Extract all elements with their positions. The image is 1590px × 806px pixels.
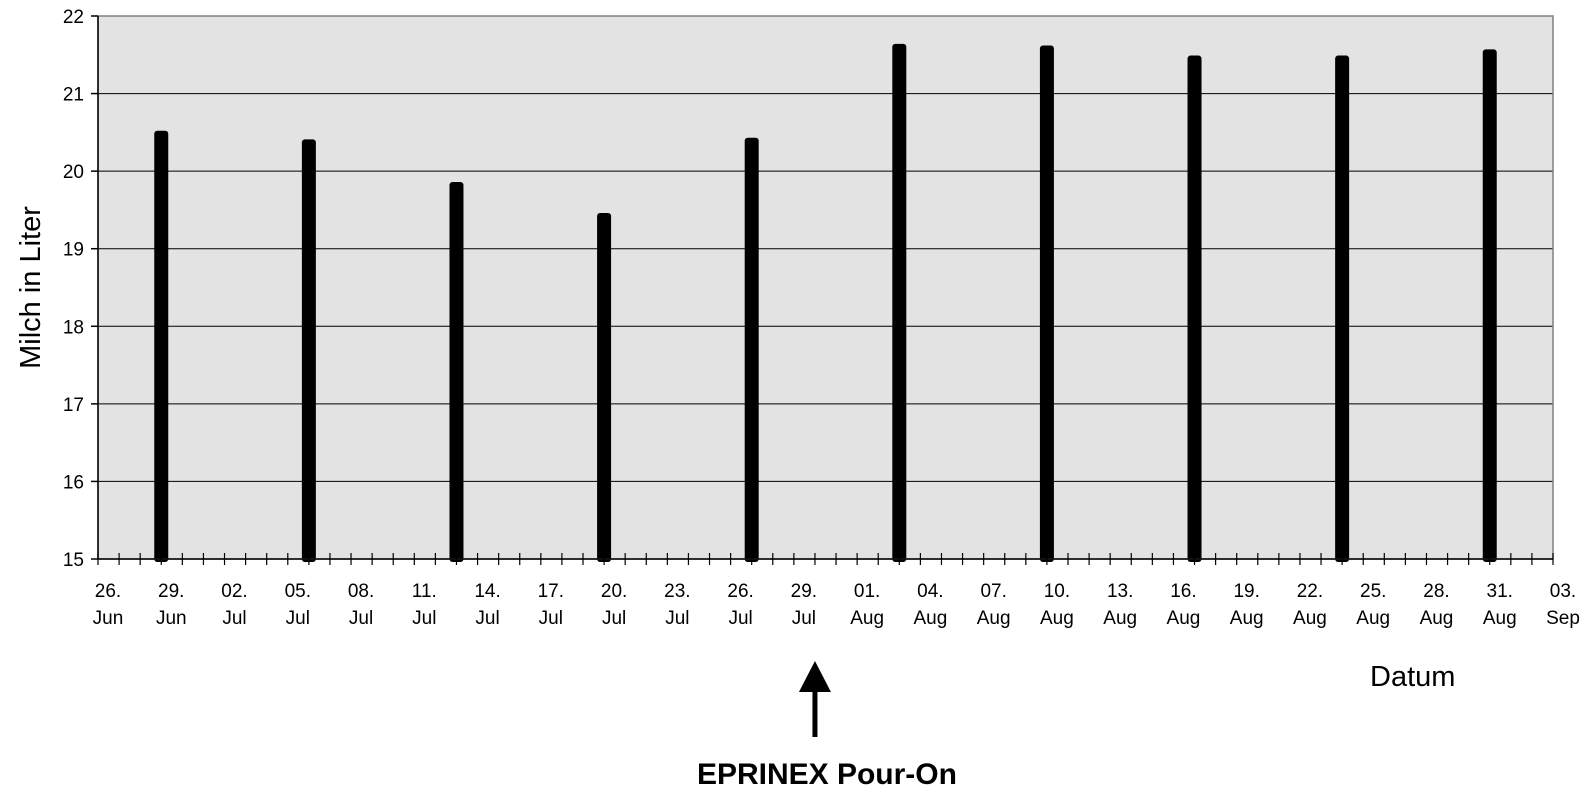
x-tick-label-day: 11. xyxy=(412,581,437,602)
x-tick-label-day: 29. xyxy=(791,581,817,602)
x-tick-label-month: Aug xyxy=(1293,608,1327,629)
x-tick-label-day: 22. xyxy=(1297,581,1323,602)
x-tick-label-month: Jul xyxy=(475,608,499,629)
bar xyxy=(1187,55,1202,562)
x-axis-title: Datum xyxy=(1370,661,1455,693)
x-tick-label-day: 25. xyxy=(1360,581,1386,602)
x-tick-label-month: Jul xyxy=(792,608,816,629)
x-tick-label-month: Jun xyxy=(156,608,187,629)
y-tick-label: 20 xyxy=(63,162,84,183)
x-tick-label-month: Aug xyxy=(1230,608,1264,629)
y-tick-label: 15 xyxy=(63,550,84,571)
bar xyxy=(154,130,169,562)
x-tick-label-day: 19. xyxy=(1233,581,1259,602)
x-tick-label-month: Aug xyxy=(913,608,947,629)
y-tick-label: 21 xyxy=(63,85,84,106)
x-tick-label-month: Aug xyxy=(1167,608,1201,629)
x-tick-label-month: Jul xyxy=(349,608,373,629)
y-tick-label: 16 xyxy=(63,472,84,493)
x-tick-label-month: Jul xyxy=(222,608,246,629)
bar xyxy=(1335,55,1350,562)
arrow-up-icon xyxy=(798,661,831,692)
bar xyxy=(892,43,907,562)
x-tick-label-month: Aug xyxy=(977,608,1011,629)
y-axis-title: Milch in Liter xyxy=(15,206,47,369)
x-tick-label-day: 02. xyxy=(221,581,247,602)
x-tick-label-month: Sep xyxy=(1546,608,1580,629)
y-tick-label: 18 xyxy=(63,317,84,338)
x-tick-label-month: Jul xyxy=(665,608,689,629)
y-tick-label: 19 xyxy=(63,240,84,261)
x-tick-label-month: Jul xyxy=(286,608,310,629)
x-tick-label-day: 20. xyxy=(601,581,627,602)
x-tick-label-month: Jul xyxy=(539,608,563,629)
x-tick-label-month: Aug xyxy=(850,608,884,629)
x-tick-label-month: Aug xyxy=(1420,608,1454,629)
bar xyxy=(744,137,759,562)
x-tick-label-month: Aug xyxy=(1483,608,1517,629)
x-tick-label-day: 16. xyxy=(1170,581,1196,602)
x-tick-label-month: Jul xyxy=(412,608,436,629)
x-tick-label-month: Jul xyxy=(728,608,752,629)
x-tick-label-day: 03. xyxy=(1550,581,1576,602)
axes xyxy=(91,15,1554,565)
x-tick-label-day: 01. xyxy=(854,581,880,602)
x-tick-label-day: 05. xyxy=(285,581,311,602)
x-tick-label-day: 08. xyxy=(348,581,374,602)
y-tick-label: 17 xyxy=(63,395,84,416)
x-tick-label-month: Aug xyxy=(1356,608,1390,629)
bar xyxy=(449,182,464,562)
x-tick-labels: 26. Jun 29. Jun 02. Jul 05. Jul 08. Jul 11. Jul 14. J… xyxy=(93,581,1580,629)
y-tick-labels: 15 16 17 18 19 20 21 22 xyxy=(63,7,84,571)
y-tick-label: 22 xyxy=(63,7,84,28)
bar xyxy=(597,213,612,562)
x-tick-label-day: 14. xyxy=(474,581,500,602)
x-tick-label-day: 04. xyxy=(917,581,943,602)
x-tick-label-day: 23. xyxy=(664,581,690,602)
x-tick-label-day: 29. xyxy=(158,581,184,602)
x-tick-label-day: 17. xyxy=(538,581,564,602)
bar xyxy=(301,139,316,563)
x-tick-label-month: Jun xyxy=(93,608,124,629)
annotation-label: EPRINEX Pour-On xyxy=(697,758,957,791)
x-tick-label-month: Aug xyxy=(1103,608,1137,629)
bars xyxy=(154,43,1497,563)
x-tick-label-day: 13. xyxy=(1107,581,1133,602)
x-tick-label-day: 31. xyxy=(1487,581,1513,602)
x-tick-label-day: 28. xyxy=(1423,581,1449,602)
plot-area-background xyxy=(98,16,1553,559)
bar xyxy=(1039,45,1054,562)
x-tick-label-day: 10. xyxy=(1044,581,1070,602)
x-tick-label-day: 07. xyxy=(980,581,1006,602)
x-tick-label-month: Jul xyxy=(602,608,626,629)
x-tick-label-month: Aug xyxy=(1040,608,1074,629)
bar xyxy=(1482,49,1497,562)
x-tick-label-day: 26. xyxy=(95,581,121,602)
annotation: EPRINEX Pour-On xyxy=(697,661,957,791)
x-tick-label-day: 26. xyxy=(727,581,753,602)
